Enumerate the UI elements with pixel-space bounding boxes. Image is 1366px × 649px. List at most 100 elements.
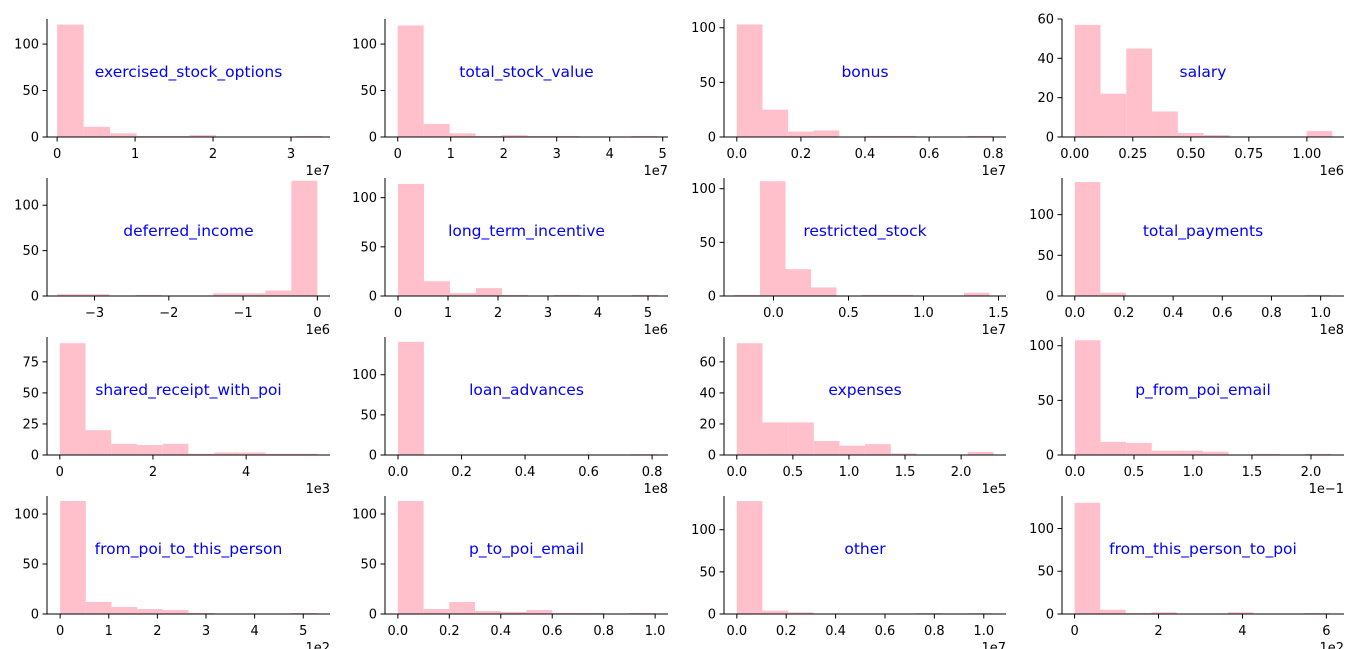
y-tick-label: 100 bbox=[1029, 522, 1054, 537]
x-tick-label: 4 bbox=[1238, 624, 1246, 639]
panel-title: p_to_poi_email bbox=[469, 540, 584, 559]
histogram-bar bbox=[1254, 453, 1280, 455]
x-tick-label: 2 bbox=[209, 147, 217, 162]
histogram-bar bbox=[1203, 135, 1230, 137]
panel-title: loan_advances bbox=[469, 381, 584, 400]
histogram-bar bbox=[57, 24, 84, 137]
y-tick-label: 60 bbox=[699, 355, 716, 370]
x-offset-label: 1e−1 bbox=[1309, 482, 1344, 497]
y-tick-label: 50 bbox=[1037, 249, 1054, 264]
x-offset-label: 1e6 bbox=[1319, 164, 1344, 179]
x-tick-label: 3 bbox=[544, 306, 552, 321]
y-tick-label: 50 bbox=[360, 408, 377, 423]
y-tick-label: 100 bbox=[1029, 339, 1054, 354]
histogram-bar bbox=[890, 453, 917, 455]
x-tick-label: 2 bbox=[494, 306, 502, 321]
x-tick-label: 0.8 bbox=[1261, 306, 1282, 321]
y-tick-label: 0 bbox=[369, 608, 377, 623]
histogram-panel-from_this_person_to_poi: 0 2 4 6 0 50 100 1e2 from_this_person_to_poi bbox=[1029, 496, 1344, 649]
histogram-bar bbox=[214, 452, 240, 455]
panel-title: deferred_income bbox=[123, 222, 253, 241]
histogram-panel-loan_advances: 0.0 0.2 0.4 0.6 0.8 0 50 100 1e8 loan_advances bbox=[352, 337, 668, 497]
x-tick-label: 0.2 bbox=[776, 624, 797, 639]
histogram-bar bbox=[397, 25, 424, 137]
x-tick-label: 0.4 bbox=[855, 147, 876, 162]
histogram-bar bbox=[762, 422, 789, 455]
panel-title: bonus bbox=[841, 63, 888, 81]
x-tick-label: 0.0 bbox=[726, 465, 747, 480]
y-tick-label: 50 bbox=[699, 76, 716, 91]
histogram-bar bbox=[1126, 48, 1153, 137]
x-tick-label: 0.0 bbox=[726, 147, 747, 162]
x-offset-label: 1e8 bbox=[1319, 323, 1344, 338]
histogram-bar bbox=[736, 24, 763, 137]
histogram-bar bbox=[85, 602, 112, 614]
histogram-bar bbox=[1126, 442, 1152, 455]
histogram-bar bbox=[865, 135, 891, 137]
x-offset-label: 1e5 bbox=[981, 482, 1006, 497]
histogram-bar bbox=[111, 607, 138, 614]
x-tick-label: 0.5 bbox=[1124, 465, 1145, 480]
histogram-bar bbox=[137, 609, 163, 614]
histogram-bar bbox=[449, 602, 476, 614]
panel-title: restricted_stock bbox=[803, 222, 926, 241]
y-tick-label: 20 bbox=[699, 417, 716, 432]
y-tick-label: 40 bbox=[699, 386, 716, 401]
x-tick-label: 5 bbox=[299, 624, 307, 639]
x-tick-label: 5 bbox=[659, 147, 667, 162]
x-tick-label: 0.4 bbox=[1163, 306, 1184, 321]
y-tick-label: 25 bbox=[22, 417, 39, 432]
x-tick-label: 0.4 bbox=[515, 465, 536, 480]
x-tick-label: 0 bbox=[1070, 624, 1078, 639]
x-offset-label: 1e7 bbox=[981, 323, 1006, 338]
y-tick-label: 100 bbox=[352, 368, 377, 383]
histogram-bar bbox=[398, 341, 424, 455]
x-tick-label: 1 bbox=[131, 147, 139, 162]
y-tick-label: 0 bbox=[31, 290, 39, 305]
x-tick-label: −2 bbox=[159, 306, 178, 321]
y-tick-label: 100 bbox=[691, 21, 716, 36]
histogram-bar bbox=[136, 445, 163, 455]
histogram-bar bbox=[839, 445, 866, 455]
x-tick-label: 0.6 bbox=[578, 465, 599, 480]
panel-title: from_this_person_to_poi bbox=[1109, 540, 1297, 559]
histogram-bar bbox=[85, 430, 112, 455]
histogram-bar bbox=[862, 294, 888, 296]
histogram-bar bbox=[964, 292, 990, 296]
x-tick-label: 0.0 bbox=[1065, 465, 1086, 480]
y-tick-label: 50 bbox=[360, 240, 377, 255]
y-tick-label: 100 bbox=[352, 38, 377, 53]
x-tick-label: 0.5 bbox=[838, 306, 859, 321]
histogram-bar bbox=[1074, 182, 1101, 296]
histogram-bar bbox=[398, 183, 424, 296]
y-tick-label: 50 bbox=[22, 558, 39, 573]
histogram-bar bbox=[1151, 612, 1177, 614]
x-tick-label: 3 bbox=[553, 147, 561, 162]
y-tick-label: 0 bbox=[369, 449, 377, 464]
histogram-bar bbox=[423, 609, 450, 614]
histogram-bar bbox=[476, 288, 502, 296]
histogram-bar bbox=[1203, 451, 1229, 455]
y-tick-label: 50 bbox=[1037, 394, 1054, 409]
histogram-bar bbox=[475, 611, 501, 614]
histogram-bar bbox=[59, 343, 86, 455]
x-tick-label: 2 bbox=[149, 465, 157, 480]
y-tick-label: 100 bbox=[1029, 208, 1054, 223]
y-tick-label: 20 bbox=[1037, 91, 1054, 106]
histogram-bar bbox=[501, 135, 528, 137]
x-tick-label: 4 bbox=[242, 465, 250, 480]
x-tick-label: 1.0 bbox=[839, 465, 860, 480]
histogram-bar bbox=[162, 610, 189, 614]
histogram-bar bbox=[423, 123, 450, 137]
histogram-bar bbox=[811, 287, 837, 296]
x-offset-label: 1e7 bbox=[305, 164, 330, 179]
y-tick-label: 100 bbox=[14, 199, 39, 214]
histogram-bar bbox=[162, 443, 189, 455]
histogram-bar bbox=[785, 269, 811, 296]
histogram-bar bbox=[1306, 131, 1333, 137]
y-tick-label: 0 bbox=[708, 449, 716, 464]
y-tick-label: 0 bbox=[31, 608, 39, 623]
panel-title: p_from_poi_email bbox=[1135, 381, 1271, 400]
y-tick-label: 100 bbox=[352, 508, 377, 523]
